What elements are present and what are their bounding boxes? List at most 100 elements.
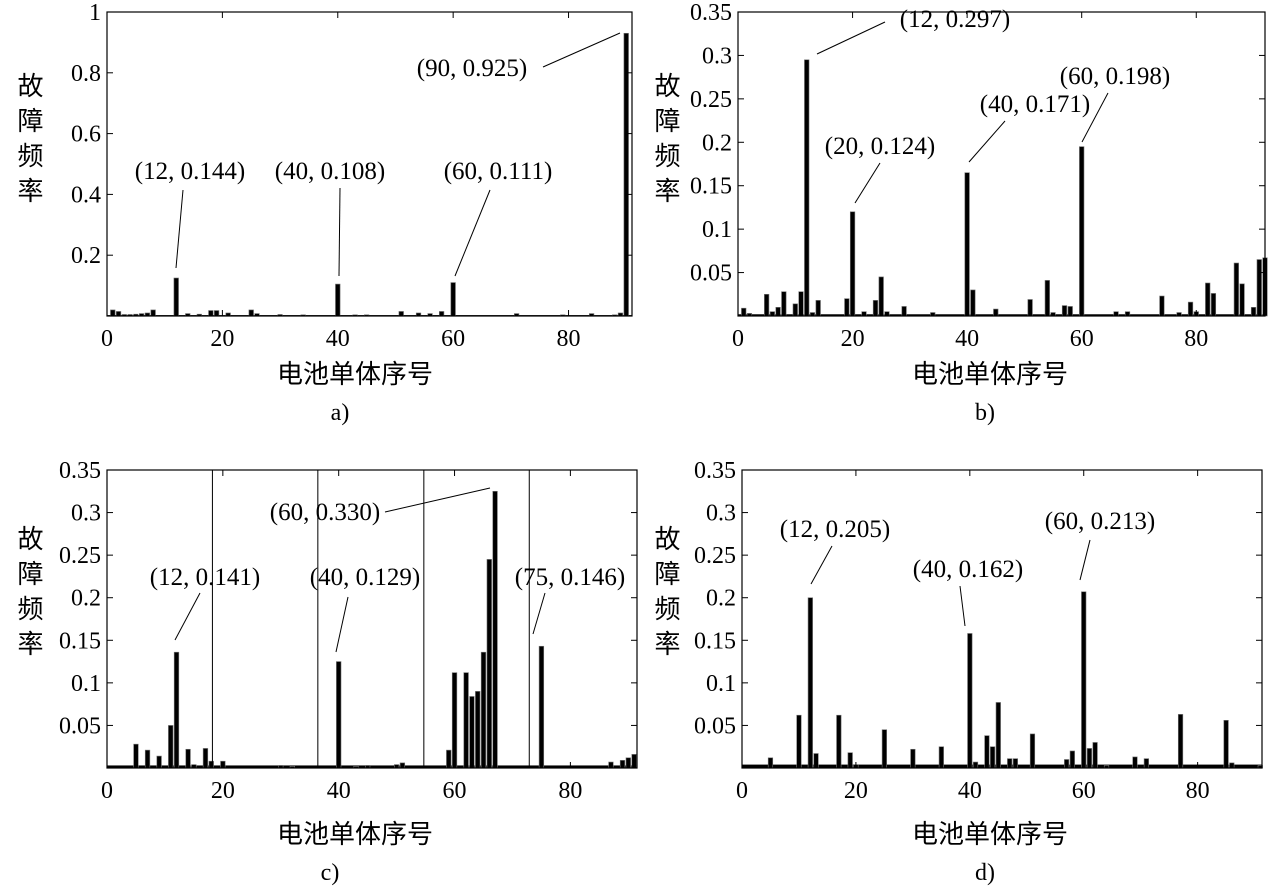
x-axis-label: 电池单体序号 xyxy=(277,360,433,389)
bar xyxy=(769,311,775,317)
bar xyxy=(878,276,884,317)
y-tick-label: 0.25 xyxy=(694,543,736,569)
x-axis-label: 电池单体序号 xyxy=(912,820,1068,849)
bar xyxy=(451,672,458,769)
baseline-bar xyxy=(742,764,1262,768)
x-tick-label: 60 xyxy=(441,326,465,352)
bar xyxy=(1223,720,1229,769)
bar xyxy=(938,746,944,769)
bar xyxy=(150,309,156,317)
x-axis-label: 电池单体序号 xyxy=(912,360,1068,389)
bar xyxy=(1143,758,1149,769)
bar xyxy=(1081,591,1087,769)
y-tick-label: 0.3 xyxy=(702,43,732,69)
annotation-label: (60, 0.111) xyxy=(444,158,553,185)
bar xyxy=(480,651,487,769)
x-tick-label: 80 xyxy=(1184,326,1208,352)
bar xyxy=(767,757,774,769)
x-tick-label: 80 xyxy=(558,778,582,804)
bar xyxy=(1132,756,1138,769)
y-tick-label: 0.15 xyxy=(59,628,101,654)
y-tick-label: 0.4 xyxy=(71,182,101,208)
y-tick-label: 0.8 xyxy=(71,61,101,87)
y-tick-label: 0.2 xyxy=(71,586,101,612)
bar xyxy=(133,743,139,769)
x-tick-label: 40 xyxy=(327,778,351,804)
y-tick-label: 0.2 xyxy=(706,586,736,612)
y-tick-label: 0.2 xyxy=(71,243,101,269)
y-axis-label: 故障频率 xyxy=(650,72,680,212)
annotation-label: (12, 0.205) xyxy=(780,516,890,543)
bar xyxy=(1256,259,1262,317)
y-axis-label: 故障频率 xyxy=(650,525,680,665)
annotation-label: (75, 0.146) xyxy=(515,564,625,591)
annotation-label: (40, 0.162) xyxy=(913,556,1023,583)
y-tick-label: 0.35 xyxy=(690,0,732,26)
annotation-label: (40, 0.171) xyxy=(980,91,1090,118)
annotation-leader-line xyxy=(1081,92,1109,143)
bar xyxy=(764,293,770,317)
bar xyxy=(872,300,879,317)
bar xyxy=(836,714,842,769)
bar xyxy=(1092,742,1098,769)
y-tick-label: 0.05 xyxy=(694,713,736,739)
bar xyxy=(990,746,996,769)
bar xyxy=(1233,262,1239,317)
bar xyxy=(625,757,631,769)
bar xyxy=(964,172,970,317)
bar xyxy=(110,309,116,317)
panel-d: 0 20 40 60 80 0.05 0.1 0.15 0.2 0.25 0.3 0.35 故障频率电池… xyxy=(650,458,1263,886)
x-tick-label: 0 xyxy=(101,326,113,352)
annotation-label: (60, 0.330) xyxy=(270,499,380,526)
x-tick-label: 0 xyxy=(736,778,748,804)
bar xyxy=(1064,759,1070,769)
bar xyxy=(967,633,973,769)
bar xyxy=(214,310,220,317)
bar xyxy=(849,211,856,317)
annotation-label: (60, 0.213) xyxy=(1045,508,1155,535)
bar xyxy=(995,702,1001,769)
annotation-leader-line xyxy=(175,189,184,269)
bar xyxy=(993,308,999,317)
x-tick-label: 20 xyxy=(210,326,234,352)
bar xyxy=(1205,282,1211,317)
annotation-label: (12, 0.144) xyxy=(135,158,245,185)
subplot-label: c) xyxy=(321,860,340,886)
annotation-label: (40, 0.129) xyxy=(310,564,420,591)
bar xyxy=(439,311,445,317)
bar xyxy=(798,291,804,317)
bar xyxy=(185,748,191,769)
y-tick-label: 0.15 xyxy=(694,628,736,654)
y-tick-label: 0.05 xyxy=(690,261,732,287)
bar xyxy=(1067,306,1073,317)
y-tick-label: 0.15 xyxy=(690,174,732,200)
bar xyxy=(156,755,162,769)
annotation-leader-line xyxy=(854,162,881,204)
bar xyxy=(115,311,122,317)
y-tick-label: 0.25 xyxy=(59,543,101,569)
bar xyxy=(804,59,810,317)
bar xyxy=(1027,299,1033,317)
axes-box xyxy=(106,469,638,769)
x-tick-label: 60 xyxy=(1072,778,1096,804)
x-tick-label: 20 xyxy=(844,778,868,804)
bar xyxy=(336,661,342,769)
y-tick-label: 0.6 xyxy=(71,122,101,148)
bar xyxy=(608,761,614,769)
bar xyxy=(1124,311,1131,317)
x-tick-label: 40 xyxy=(326,326,350,352)
bar xyxy=(813,753,819,769)
bar xyxy=(1229,762,1235,769)
annotation-leader-line xyxy=(816,21,886,55)
baseline-bar xyxy=(738,314,1265,316)
annotation-leader-line xyxy=(454,189,491,277)
bar xyxy=(486,559,492,769)
x-tick-label: 60 xyxy=(443,778,467,804)
x-tick-label: 40 xyxy=(955,326,979,352)
bar xyxy=(248,309,254,317)
bar xyxy=(775,307,781,317)
panel-c: 0 20 40 60 80 0.05 0.1 0.15 0.2 0.25 0.3 0.35 故障频率电池… xyxy=(13,458,638,886)
x-tick-label: 0 xyxy=(732,326,744,352)
bar xyxy=(792,303,798,317)
